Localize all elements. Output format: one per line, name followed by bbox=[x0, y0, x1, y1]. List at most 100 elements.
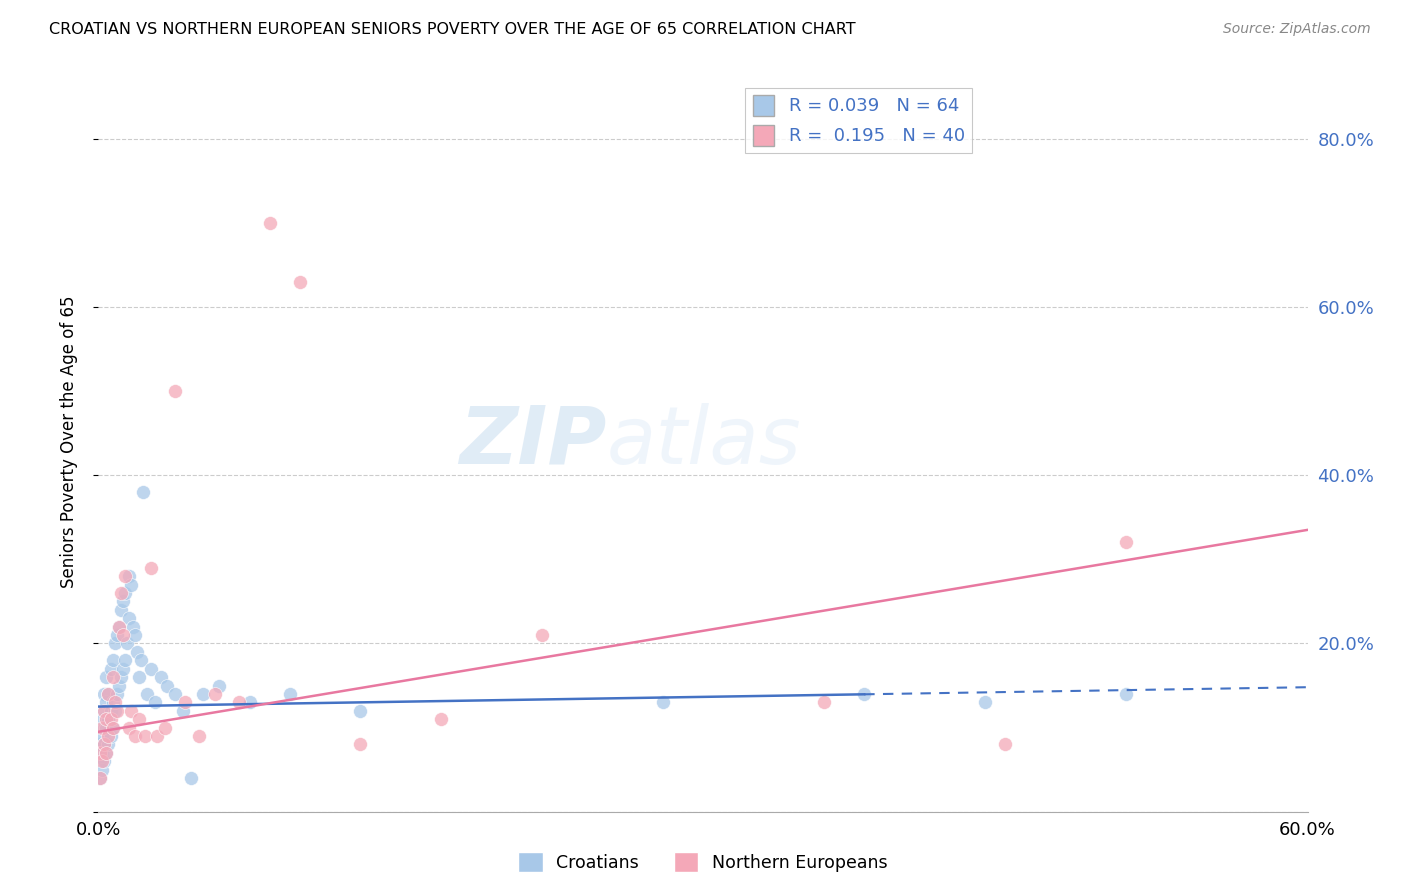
Point bbox=[97, 687, 120, 701]
Point bbox=[101, 670, 124, 684]
Point bbox=[89, 771, 111, 785]
Point bbox=[128, 670, 150, 684]
Point bbox=[124, 729, 146, 743]
Point bbox=[111, 628, 134, 642]
Point bbox=[143, 695, 166, 709]
Point bbox=[91, 754, 114, 768]
Point bbox=[125, 645, 148, 659]
Point bbox=[96, 670, 118, 684]
Point bbox=[96, 746, 118, 760]
Point bbox=[101, 721, 124, 735]
Point bbox=[91, 712, 114, 726]
Point bbox=[110, 586, 132, 600]
Point bbox=[228, 695, 250, 709]
Point bbox=[93, 704, 115, 718]
Point bbox=[146, 729, 169, 743]
Point bbox=[288, 275, 311, 289]
Point bbox=[128, 712, 150, 726]
Point bbox=[93, 687, 115, 701]
Point bbox=[174, 695, 197, 709]
Point bbox=[132, 485, 155, 500]
Point bbox=[105, 704, 128, 718]
Point bbox=[101, 721, 124, 735]
Point bbox=[110, 670, 132, 684]
Point bbox=[97, 729, 120, 743]
Point bbox=[430, 712, 453, 726]
Point bbox=[100, 704, 122, 718]
Point bbox=[100, 662, 122, 676]
Point bbox=[107, 619, 129, 633]
Point bbox=[103, 636, 125, 650]
Point bbox=[204, 687, 226, 701]
Point bbox=[103, 704, 125, 718]
Text: CROATIAN VS NORTHERN EUROPEAN SENIORS POVERTY OVER THE AGE OF 65 CORRELATION CHA: CROATIAN VS NORTHERN EUROPEAN SENIORS PO… bbox=[49, 22, 856, 37]
Text: atlas: atlas bbox=[606, 402, 801, 481]
Point bbox=[89, 746, 111, 760]
Point bbox=[96, 695, 118, 709]
Point bbox=[139, 662, 162, 676]
Text: Source: ZipAtlas.com: Source: ZipAtlas.com bbox=[1223, 22, 1371, 37]
Text: ZIP: ZIP bbox=[458, 402, 606, 481]
Point bbox=[89, 738, 111, 752]
Point bbox=[111, 662, 134, 676]
Point bbox=[118, 721, 141, 735]
Point bbox=[100, 729, 122, 743]
Point bbox=[114, 586, 136, 600]
Point bbox=[135, 687, 157, 701]
Point bbox=[107, 679, 129, 693]
Point bbox=[120, 704, 142, 718]
Point bbox=[239, 695, 262, 709]
Point bbox=[93, 754, 115, 768]
Point bbox=[118, 611, 141, 625]
Point bbox=[96, 721, 118, 735]
Point bbox=[149, 670, 172, 684]
Point bbox=[129, 653, 152, 667]
Point bbox=[134, 729, 156, 743]
Point bbox=[259, 216, 281, 230]
Point bbox=[114, 569, 136, 583]
Point bbox=[278, 687, 301, 701]
Point bbox=[89, 771, 111, 785]
Point bbox=[96, 712, 118, 726]
Point bbox=[105, 628, 128, 642]
Point bbox=[1115, 687, 1137, 701]
Point bbox=[115, 636, 138, 650]
Point bbox=[651, 695, 673, 709]
Point bbox=[163, 384, 186, 398]
Point bbox=[120, 577, 142, 591]
Point bbox=[124, 628, 146, 642]
Point bbox=[96, 746, 118, 760]
Point bbox=[114, 653, 136, 667]
Legend: R = 0.039   N = 64, R =  0.195   N = 40: R = 0.039 N = 64, R = 0.195 N = 40 bbox=[745, 87, 972, 153]
Point bbox=[97, 712, 120, 726]
Point bbox=[172, 704, 194, 718]
Point bbox=[91, 746, 114, 760]
Point bbox=[93, 738, 115, 752]
Point bbox=[97, 687, 120, 701]
Point bbox=[118, 569, 141, 583]
Point bbox=[139, 560, 162, 574]
Point bbox=[93, 704, 115, 718]
Point bbox=[188, 729, 211, 743]
Point bbox=[97, 738, 120, 752]
Point bbox=[974, 695, 997, 709]
Point bbox=[93, 738, 115, 752]
Point bbox=[91, 721, 114, 735]
Y-axis label: Seniors Poverty Over the Age of 65: Seniors Poverty Over the Age of 65 bbox=[59, 295, 77, 588]
Point bbox=[121, 619, 143, 633]
Legend: Croatians, Northern Europeans: Croatians, Northern Europeans bbox=[512, 845, 894, 879]
Point bbox=[107, 619, 129, 633]
Point bbox=[103, 695, 125, 709]
Point bbox=[105, 687, 128, 701]
Point bbox=[110, 603, 132, 617]
Point bbox=[101, 695, 124, 709]
Point bbox=[193, 687, 215, 701]
Point bbox=[530, 628, 553, 642]
Point bbox=[100, 712, 122, 726]
Point bbox=[994, 738, 1017, 752]
Point bbox=[813, 695, 835, 709]
Point bbox=[163, 687, 186, 701]
Point bbox=[93, 721, 115, 735]
Point bbox=[349, 738, 371, 752]
Point bbox=[208, 679, 231, 693]
